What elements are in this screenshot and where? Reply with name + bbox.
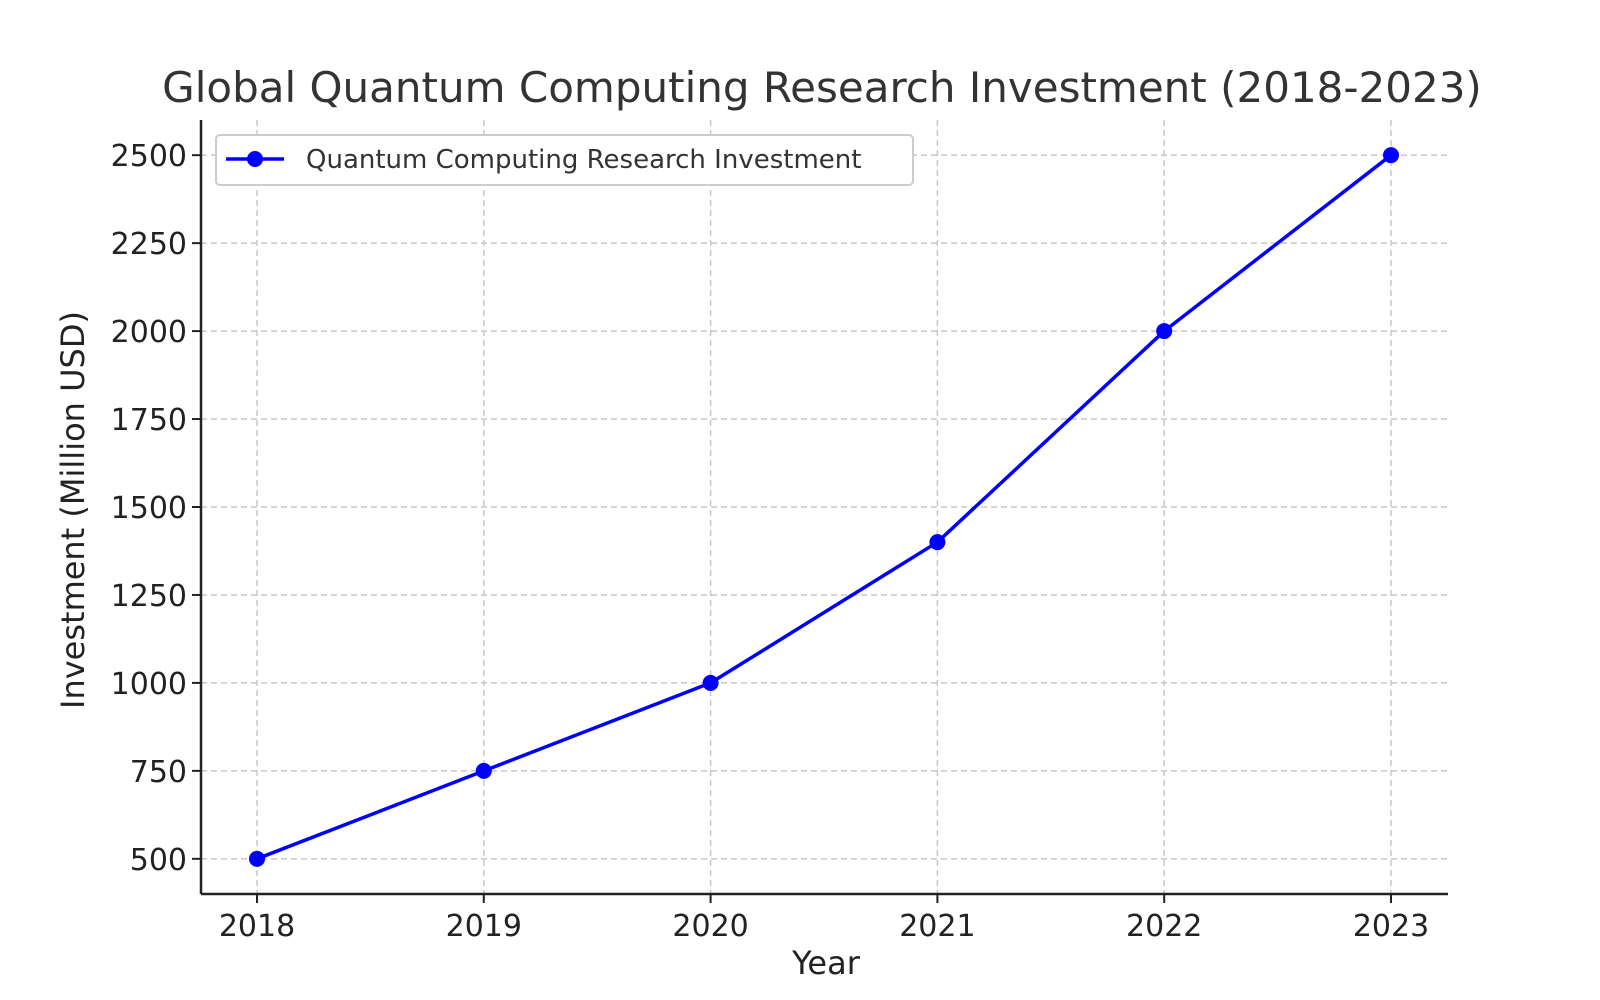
- data-point: [475, 762, 492, 779]
- tick-labels: 500 750 1000 1250 1500 1750 2000 2250 2500 2018 20…: [111, 139, 1430, 944]
- y-tick-label: 2500: [111, 139, 187, 174]
- series-line: [255, 153, 1393, 861]
- y-axis-label: Investment (Million USD): [54, 311, 92, 709]
- x-tick-label: 2023: [1353, 909, 1429, 944]
- grid-lines: [201, 120, 1448, 894]
- legend-box: [215, 134, 914, 186]
- legend: Quantum Computing Research Investment: [215, 134, 914, 186]
- y-tick-label: 1250: [111, 579, 187, 614]
- y-tick-label: 1750: [111, 403, 187, 438]
- data-point: [702, 674, 719, 691]
- x-tick-label: 2020: [672, 909, 748, 944]
- y-tick-label: 1500: [111, 491, 187, 526]
- x-tick-label: 2022: [1126, 909, 1202, 944]
- data-point: [249, 850, 265, 867]
- data-series: [249, 147, 1399, 867]
- x-tick-label: 2018: [219, 909, 295, 944]
- y-tick-label: 2250: [111, 227, 187, 262]
- y-tick-label: 1000: [111, 667, 187, 702]
- y-tick-label: 750: [130, 755, 187, 790]
- legend-marker-icon: [247, 151, 263, 167]
- x-axis-label: Year: [791, 944, 861, 982]
- data-point: [1383, 147, 1399, 164]
- legend-label: Quantum Computing Research Investment: [306, 145, 861, 175]
- chart-title: Global Quantum Computing Research Invest…: [162, 63, 1482, 112]
- x-tick-label: 2019: [446, 909, 522, 944]
- data-point: [1156, 323, 1173, 340]
- axes: [192, 120, 1448, 903]
- y-tick-label: 500: [130, 843, 187, 878]
- x-tick-label: 2021: [899, 909, 975, 944]
- y-tick-label: 2000: [111, 315, 187, 350]
- data-point: [929, 534, 946, 551]
